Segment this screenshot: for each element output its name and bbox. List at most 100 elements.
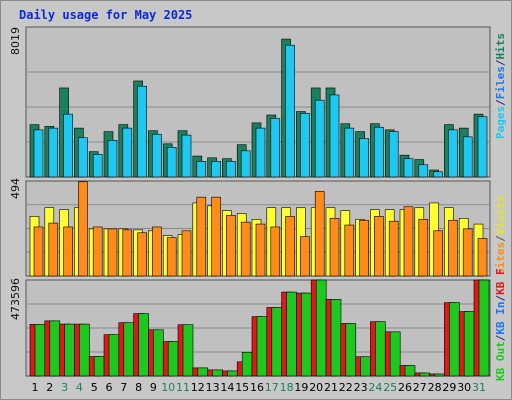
files-bar [78, 137, 88, 178]
sites-bar [152, 226, 162, 277]
kbin-bar [49, 320, 61, 377]
files-bar [240, 150, 251, 178]
x-tick-label: 24 [368, 381, 382, 394]
sites-bar [359, 219, 369, 277]
legend-bottom: KB Out/KB In/KB F [494, 268, 507, 381]
sites-bar [137, 232, 147, 277]
kbin-bar [256, 316, 268, 377]
kbin-bar [64, 323, 75, 377]
files-bar [403, 158, 414, 178]
sites-bar [33, 226, 44, 277]
sites-bar [374, 216, 384, 277]
sites-bar [433, 230, 443, 277]
x-tick-label: 23 [354, 381, 368, 394]
x-tick-label: 18 [280, 381, 294, 394]
kbin-bar [389, 331, 401, 377]
x-tick-label: 29 [442, 381, 456, 394]
files-bar [255, 127, 266, 178]
sites-bar [240, 221, 251, 277]
files-bar [270, 118, 281, 178]
sites-bar [255, 223, 266, 277]
x-tick-label: 21 [324, 381, 338, 394]
sites-bar [107, 228, 118, 277]
kb-ymax-label: 473596 [9, 278, 22, 320]
legend-top: Pages/Files/Hits [494, 33, 507, 139]
kbin-bar [419, 372, 431, 377]
kbin-bar [375, 321, 386, 377]
sites-bar [300, 236, 310, 277]
files-bar [477, 116, 488, 178]
files-bar [181, 134, 192, 178]
files-bar [92, 154, 103, 178]
x-tick-label: 10 [161, 381, 175, 394]
x-tick-label: 17 [265, 381, 279, 394]
kbin-bar [197, 367, 209, 377]
files-bar [344, 127, 355, 178]
sites-bar [63, 226, 73, 277]
kbin-bar [360, 356, 371, 377]
sites-bar [477, 238, 488, 277]
x-tick-label: 6 [106, 381, 113, 394]
files-bar [211, 160, 221, 178]
files-bar [314, 99, 325, 178]
sites-bar [448, 219, 458, 277]
files-bar [285, 44, 295, 178]
kbin-bar [271, 307, 283, 377]
legend-kb-f: KB F [494, 268, 507, 295]
files-bar [137, 85, 147, 178]
sites-bar [181, 230, 192, 277]
files-bar [152, 133, 162, 178]
x-tick-label: 9 [150, 381, 157, 394]
x-tick-label: 3 [61, 381, 68, 394]
sites-bar [403, 206, 414, 277]
legend-sep: / [494, 334, 507, 342]
kbin-bar [345, 323, 357, 377]
files-bar [122, 127, 133, 178]
sites-bar [166, 237, 177, 277]
kbin-bar [138, 313, 149, 377]
x-tick-label: 30 [457, 381, 471, 394]
x-tick-label: 1 [32, 381, 39, 394]
x-tick-label: 12 [191, 381, 205, 394]
kbin-bar [315, 279, 327, 377]
sites-bar [270, 226, 281, 277]
x-tick-label: 27 [413, 381, 427, 394]
x-tick-label: 26 [398, 381, 412, 394]
x-tick-label: 7 [120, 381, 127, 394]
x-tick-label: 5 [91, 381, 98, 394]
legend-sep: / [494, 99, 507, 106]
files-bar [226, 160, 236, 178]
files-bar [300, 112, 310, 178]
x-tick-label: 14 [220, 381, 234, 394]
legend-sep: / [494, 294, 507, 302]
sites-bar [122, 229, 133, 277]
kbin-bar [34, 324, 46, 377]
sites-bar [462, 228, 473, 277]
sites-bar [48, 222, 59, 277]
x-tick-label: 2 [46, 381, 53, 394]
chart-title: Daily usage for May 2025 [19, 8, 193, 22]
files-bar [33, 129, 44, 178]
kbin-bar [286, 291, 297, 377]
x-tick-label: 13 [206, 381, 220, 394]
kbin-bar [463, 311, 475, 377]
kbin-bar [404, 365, 416, 377]
hits-ymax-label: 8019 [9, 27, 22, 55]
files-bar [388, 131, 399, 178]
files-bar [462, 136, 473, 178]
legend-visits: Visits [494, 195, 507, 236]
sites-bar [78, 181, 88, 277]
sites-bar [196, 196, 207, 277]
files-bar [433, 171, 443, 178]
x-tick-label: 15 [235, 381, 249, 394]
files-bar [359, 138, 369, 178]
x-tick-label: 11 [176, 381, 190, 394]
sites-bar [211, 196, 221, 277]
kbin-bar [227, 370, 238, 377]
x-tick-label: 20 [309, 381, 323, 394]
kbin-bar [153, 329, 164, 377]
files-bar [196, 160, 207, 178]
kbin-bar [478, 279, 490, 377]
x-tick-label: 22 [339, 381, 353, 394]
x-tick-label: 25 [383, 381, 397, 394]
